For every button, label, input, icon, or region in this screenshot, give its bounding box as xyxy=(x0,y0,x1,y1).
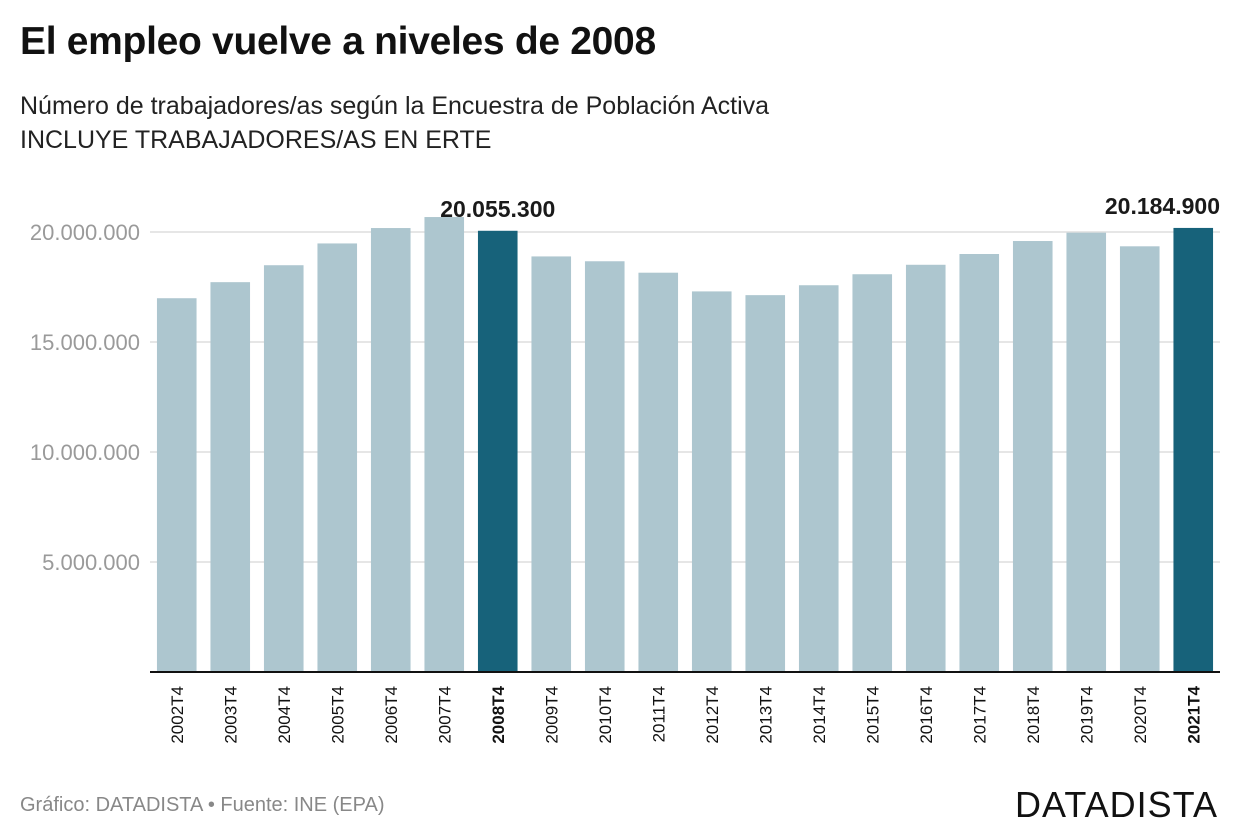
bar-2004T4 xyxy=(263,265,304,672)
x-tick-label: 2006T4 xyxy=(382,686,401,744)
y-axis-ticks: 5.000.000 10.000.000 15.000.000 20.000.000 xyxy=(30,220,140,575)
source-credit: Gráfico: DATADISTA • Fuente: INE (EPA) xyxy=(20,794,385,816)
y-tick-label: 15.000.000 xyxy=(30,330,140,355)
bar-2003T4 xyxy=(210,282,251,672)
y-tick-label: 20.000.000 xyxy=(30,220,140,245)
bar-2020T4 xyxy=(1119,246,1160,673)
bar-chart: 5.000.00010.000.00015.000.00020.000.000 … xyxy=(30,193,1220,744)
bar-2011T4 xyxy=(638,272,679,672)
x-tick-label: 2020T4 xyxy=(1131,686,1150,744)
bars xyxy=(156,217,1214,673)
x-tick-label: 2002T4 xyxy=(168,686,187,744)
bar-2009T4 xyxy=(531,256,572,672)
bar-2008T4 xyxy=(477,230,518,673)
x-tick-label: 2015T4 xyxy=(863,686,882,744)
x-axis-ticks: 2002T4 2003T4 2004T4 2005T4 2006T4 2007T4 2008… xyxy=(168,685,1204,743)
chart-subtitle: Número de trabajadores/as según la Encue… xyxy=(20,92,770,120)
grid-lines xyxy=(150,231,1220,563)
bar-2012T4 xyxy=(691,291,732,672)
brand-logo: DATADISTA xyxy=(1014,784,1218,825)
x-tick-label: 2013T4 xyxy=(756,686,775,744)
bar-2006T4 xyxy=(370,228,411,672)
x-tick-label: 2010T4 xyxy=(596,686,615,744)
data-labels: 20.055.300 20.184.900 xyxy=(440,193,1220,222)
y-tick-label: 5.000.000 xyxy=(42,550,140,575)
chart-note: INCLUYE TRABAJADORES/AS EN ERTE xyxy=(20,126,492,154)
bar-2014T4 xyxy=(798,285,839,672)
x-tick-label: 2017T4 xyxy=(970,686,989,744)
x-tick-label: 2003T4 xyxy=(221,686,240,744)
page-title: El empleo vuelve a niveles de 2008 xyxy=(20,20,656,63)
x-tick-label: 2021T4 xyxy=(1184,685,1203,743)
x-tick-label: 2012T4 xyxy=(703,686,722,744)
x-tick-label: 2009T4 xyxy=(542,686,561,744)
x-tick-label: 2018T4 xyxy=(1024,686,1043,744)
bar-2007T4 xyxy=(424,217,465,672)
bar-2002T4 xyxy=(156,298,197,672)
x-tick-label: 2005T4 xyxy=(328,686,347,744)
bar-2017T4 xyxy=(959,254,1000,672)
bar-2018T4 xyxy=(1012,241,1053,672)
data-label: 20.184.900 xyxy=(1105,193,1220,219)
y-tick-label: 10.000.000 xyxy=(30,440,140,465)
x-tick-label: 2008T4 xyxy=(489,685,508,743)
x-tick-label: 2014T4 xyxy=(810,686,829,744)
bar-2010T4 xyxy=(584,261,625,672)
x-tick-label: 2007T4 xyxy=(435,686,454,744)
x-tick-label: 2019T4 xyxy=(1077,686,1096,744)
x-tick-label: 2004T4 xyxy=(275,686,294,744)
bar-2013T4 xyxy=(745,295,786,672)
data-label: 20.055.300 xyxy=(440,196,555,222)
bar-2016T4 xyxy=(905,264,946,672)
x-tick-label: 2011T4 xyxy=(649,686,668,742)
bar-2021T4 xyxy=(1173,227,1214,673)
bar-2005T4 xyxy=(317,243,358,672)
bar-2015T4 xyxy=(852,274,893,672)
x-tick-label: 2016T4 xyxy=(917,686,936,744)
bar-2019T4 xyxy=(1066,232,1107,672)
